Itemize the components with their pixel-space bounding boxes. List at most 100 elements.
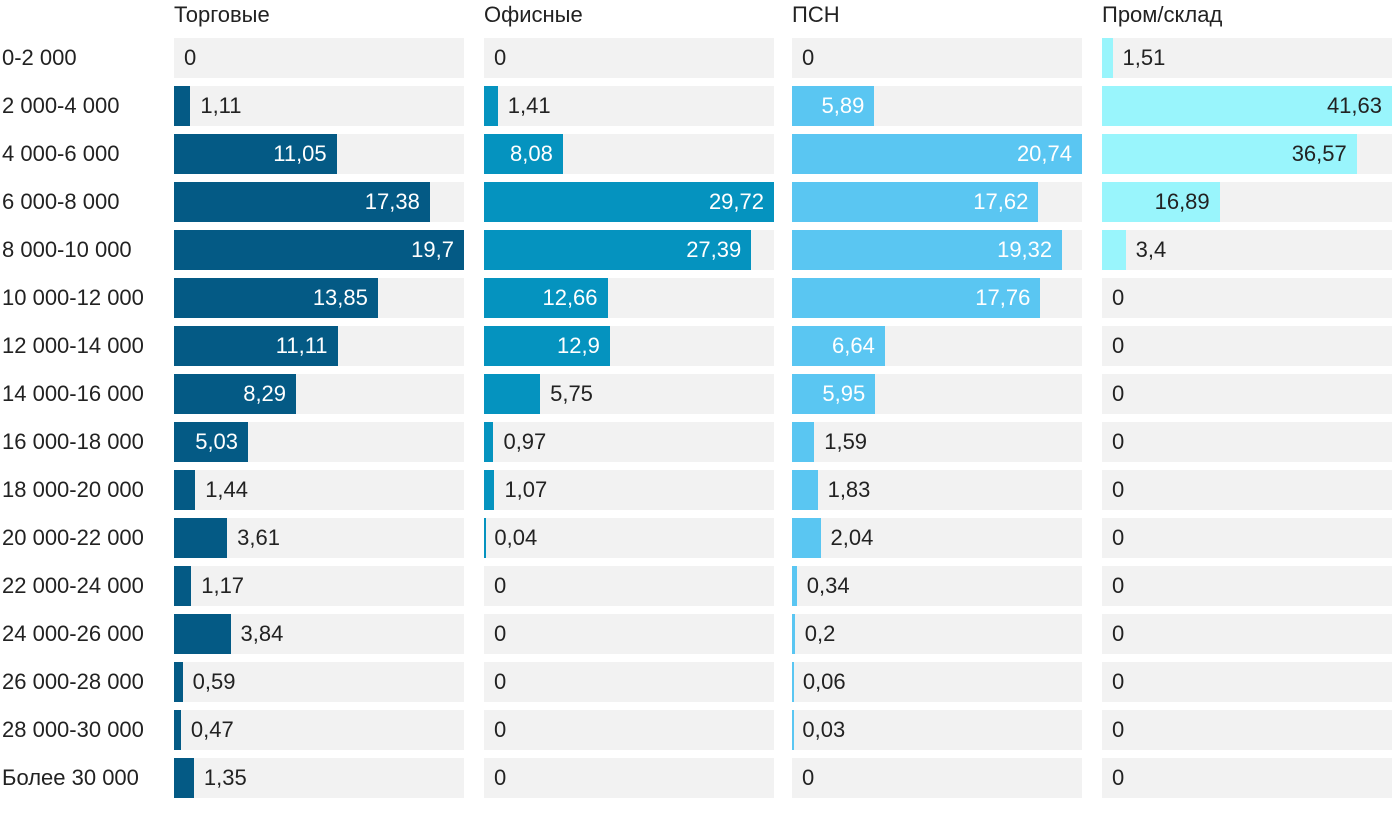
value-label: 13,85: [312, 285, 368, 310]
bar: [174, 662, 183, 702]
bar: [792, 518, 821, 558]
value-label: 5,95: [822, 381, 866, 406]
value-label: 8,08: [510, 141, 553, 166]
value-label: 0,2: [804, 621, 836, 646]
value-label: 0: [494, 717, 507, 742]
value-label: 0,06: [802, 669, 846, 694]
value-label: 0: [1112, 573, 1125, 598]
value-label: 3,4: [1135, 237, 1167, 262]
bar: [792, 86, 875, 126]
row-label: Более 30 000: [2, 765, 139, 790]
bar-track: [1102, 566, 1392, 606]
bar: [792, 182, 1039, 222]
bar: [792, 470, 818, 510]
bar-track: [792, 566, 1082, 606]
bar: [1102, 38, 1113, 78]
value-label: 5,89: [821, 93, 865, 118]
value-label: 1,35: [203, 765, 247, 790]
value-label: 0: [1112, 381, 1125, 406]
bar-track: [1102, 710, 1392, 750]
bar: [484, 278, 608, 318]
value-label: 27,39: [686, 237, 742, 262]
value-label: 2,04: [830, 525, 874, 550]
value-label: 0: [494, 621, 507, 646]
bar-track: [1102, 230, 1392, 270]
bar: [174, 86, 191, 126]
bar: [792, 278, 1041, 318]
row-label: 28 000-30 000: [2, 717, 144, 742]
row-label: 4 000-6 000: [2, 141, 120, 166]
value-label: 36,57: [1291, 141, 1347, 166]
value-label: 0: [1112, 285, 1125, 310]
bar-track: [792, 710, 1082, 750]
bar: [1102, 230, 1126, 270]
bar: [174, 230, 464, 270]
bar: [484, 326, 610, 366]
value-label: 0: [1112, 477, 1125, 502]
value-label: 0: [1112, 429, 1125, 454]
bar-track: [792, 422, 1082, 462]
value-label: 1,07: [504, 477, 548, 502]
row-label: 10 000-12 000: [2, 285, 144, 310]
bar-track: [1102, 422, 1392, 462]
bar-track: [484, 422, 774, 462]
bar: [174, 566, 192, 606]
value-label: 0,47: [190, 717, 234, 742]
bar-track: [484, 758, 774, 798]
bar: [174, 374, 297, 414]
row-label: 24 000-26 000: [2, 621, 144, 646]
value-label: 1,11: [200, 93, 242, 118]
bar: [792, 374, 876, 414]
bar: [792, 566, 797, 606]
bar: [792, 422, 815, 462]
bar: [174, 182, 430, 222]
value-label: 1,83: [827, 477, 871, 502]
bar-track: [484, 470, 774, 510]
row-label: 16 000-18 000: [2, 429, 144, 454]
bar-track: [1102, 662, 1392, 702]
row-label: 26 000-28 000: [2, 669, 144, 694]
bar: [174, 134, 337, 174]
value-label: 17,38: [364, 189, 420, 214]
value-label: 11,05: [273, 141, 327, 166]
value-label: 29,72: [708, 189, 764, 214]
value-label: 0: [802, 765, 815, 790]
value-label: 6,64: [832, 333, 875, 358]
row-label: 6 000-8 000: [2, 189, 120, 214]
bar-track: [484, 38, 774, 78]
bar-track: [174, 566, 464, 606]
series-title: Офисные: [484, 2, 583, 27]
bar-track: [1102, 278, 1392, 318]
bar-track: [484, 566, 774, 606]
value-label: 0,59: [192, 669, 236, 694]
row-label: 14 000-16 000: [2, 381, 144, 406]
bar: [174, 758, 194, 798]
bar: [174, 278, 378, 318]
value-label: 19,32: [997, 237, 1053, 262]
row-label: 18 000-20 000: [2, 477, 144, 502]
series-title: Торговые: [174, 2, 270, 27]
series-title: Пром/склад: [1102, 2, 1223, 27]
value-label: 1,17: [201, 573, 245, 598]
value-label: 0: [494, 573, 507, 598]
value-label: 16,89: [1154, 189, 1210, 214]
bar: [1102, 86, 1392, 126]
bar-track: [174, 38, 464, 78]
value-label: 0: [1112, 669, 1125, 694]
bar-track: [174, 470, 464, 510]
bar-track: [174, 662, 464, 702]
value-label: 0,03: [802, 717, 846, 742]
bar: [174, 326, 338, 366]
value-label: 41,63: [1326, 93, 1382, 118]
bar: [174, 470, 196, 510]
bar-track: [1102, 518, 1392, 558]
bar: [1102, 134, 1357, 174]
value-label: 0: [1112, 717, 1125, 742]
value-label: 17,62: [973, 189, 1029, 214]
bar: [174, 518, 228, 558]
bar-track: [484, 662, 774, 702]
bar: [484, 518, 486, 558]
bar-track: [792, 758, 1082, 798]
value-label: 0: [494, 765, 507, 790]
bar-track: [1102, 38, 1392, 78]
